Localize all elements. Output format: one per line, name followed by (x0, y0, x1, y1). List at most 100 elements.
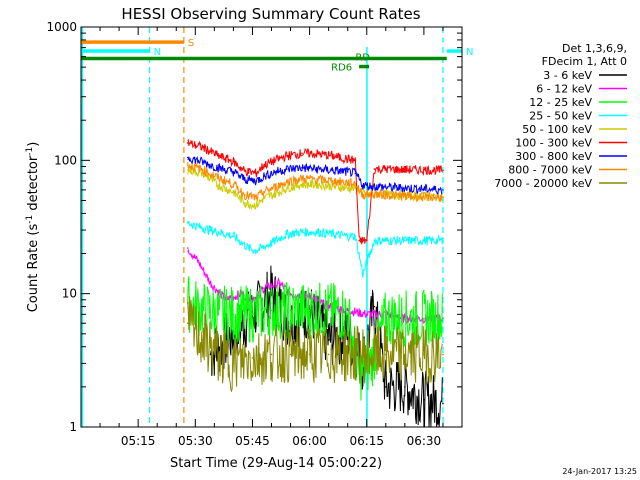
series-7-point-6 (263, 191, 265, 193)
series-8-point-7 (308, 353, 311, 356)
series-6-point-3 (232, 171, 235, 173)
series-6-point-7 (274, 171, 277, 173)
series-300-800kev (186, 155, 444, 195)
series-3-point-8 (301, 231, 303, 233)
series-7-point-15 (369, 193, 372, 195)
y-tick-label-1: 10 (62, 287, 77, 301)
legend-label-8: 7000 - 20000 keV (494, 177, 592, 190)
series-4-point-12 (346, 187, 349, 189)
series-6-point-18 (423, 188, 425, 190)
series-100-300kev (186, 138, 444, 245)
series-5-point-20 (442, 169, 444, 172)
flag-label-0: S (188, 38, 194, 49)
series-1-point-11 (346, 309, 349, 312)
series-5-point-19 (423, 168, 425, 171)
series-8-point-14 (442, 353, 444, 356)
series-7-point-19 (442, 196, 444, 198)
series-6-point-8 (285, 168, 288, 170)
series-6-point-15 (369, 185, 372, 187)
series-7-point-8 (285, 181, 288, 183)
legend-label-0: 3 - 6 keV (543, 69, 592, 82)
series-5-point-4 (244, 170, 246, 172)
legend-label-5: 100 - 300 keV (515, 137, 592, 150)
series-4-point-11 (331, 185, 334, 187)
series-3-point-15 (385, 239, 387, 242)
legend-header-2: FDecim 1, Att 0 (542, 55, 627, 68)
series-4-point-4 (244, 202, 246, 204)
series-7-point-14 (362, 194, 364, 196)
series-5-point-12 (346, 158, 349, 160)
y-tick-label-3: 1000 (46, 20, 77, 34)
legend-label-1: 6 - 12 keV (536, 83, 592, 96)
series-1-point-1 (198, 262, 200, 264)
series-3-point-5 (255, 249, 258, 252)
legend: Det 1,3,6,9, FDecim 1, Att 0 3 - 6 keV6 … (494, 42, 627, 190)
series-6-point-6 (263, 175, 265, 178)
chart-title: HESSI Observing Summary Count Rates (121, 5, 420, 23)
series-7-point-11 (331, 180, 334, 182)
y-axis-label-sup1: -1 (25, 215, 35, 224)
series-3-point-18 (442, 239, 444, 242)
series-line-5 (187, 138, 443, 245)
series-line-3 (187, 220, 443, 278)
y-tick-label-2: 100 (54, 153, 77, 167)
series-3-point-0 (186, 222, 189, 224)
series-0-point-9 (373, 305, 376, 308)
series-2-point-7 (308, 309, 311, 312)
series-3-point-10 (331, 233, 334, 235)
series-25-50kev (186, 220, 444, 278)
series-3-point-6 (270, 242, 273, 244)
series-2-point-6 (289, 309, 292, 312)
x-axis-label: Start Time (29-Aug-14 05:00:22) (170, 456, 382, 471)
x-tick-label-2: 05:45 (235, 434, 270, 448)
flag-label-4: RD6 (331, 63, 352, 74)
series-4-point-9 (301, 183, 303, 186)
x-tick-label-0: 05:15 (121, 434, 156, 448)
series-5-point-14 (358, 239, 360, 242)
series-6-point-13 (354, 172, 357, 175)
series-7000-20000kev (186, 296, 444, 393)
legend-label-3: 25 - 50 keV (529, 110, 592, 123)
series-6-point-4 (244, 178, 246, 181)
series-1-point-6 (263, 287, 265, 289)
series-8-point-2 (217, 353, 219, 356)
series-3-point-1 (202, 227, 204, 229)
series-5-point-18 (404, 168, 406, 171)
series-6-point-17 (404, 187, 406, 189)
series-6-point-14 (362, 184, 364, 187)
series-4-point-8 (285, 187, 288, 189)
flag-label-2: N (466, 47, 473, 58)
series-6-point-2 (217, 166, 219, 169)
y-axis-label-end: ) (26, 142, 41, 147)
series-8-point-3 (232, 362, 235, 365)
series-7-point-0 (186, 164, 189, 166)
series-8-point-9 (346, 353, 349, 356)
series-0-point-0 (209, 353, 212, 356)
series-line-4 (187, 166, 443, 211)
series-3-point-9 (316, 231, 319, 233)
series-6-point-5 (255, 180, 258, 182)
series-800-7000kev (186, 162, 444, 203)
series-8-point-12 (404, 353, 406, 356)
series-5-point-6 (263, 164, 265, 166)
series-0-point-11 (404, 386, 406, 388)
flag-label-3: RD (355, 53, 370, 64)
series-line-7 (187, 162, 443, 203)
series-2-point-13 (404, 317, 406, 320)
series-8-point-4 (251, 357, 254, 359)
series-5-point-8 (285, 155, 288, 157)
series-8-point-10 (365, 353, 368, 356)
series-4-point-10 (316, 183, 319, 186)
series-5-point-13 (354, 159, 357, 162)
series-5-point-2 (217, 155, 219, 157)
series-6-point-1 (202, 161, 204, 163)
series-7-point-13 (354, 182, 357, 185)
series-7-point-9 (301, 177, 303, 180)
series-8-point-8 (327, 353, 330, 356)
series-5-point-7 (274, 159, 277, 162)
series-7-point-17 (404, 195, 406, 197)
series-8-point-1 (202, 339, 204, 341)
series-5-point-10 (316, 152, 319, 155)
series-7-point-5 (255, 197, 258, 199)
